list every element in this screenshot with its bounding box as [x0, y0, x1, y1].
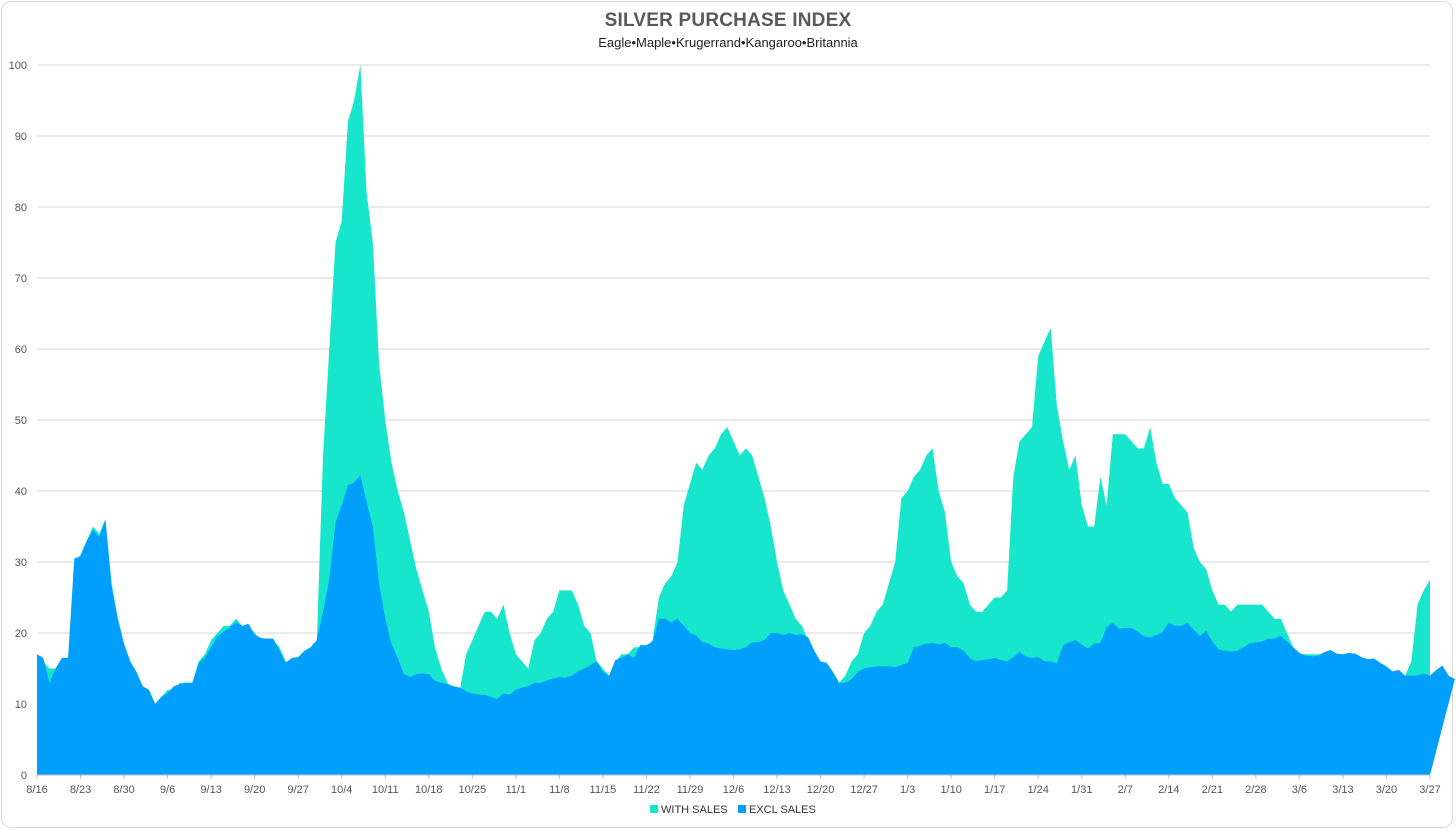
y-tick-label: 10: [15, 699, 27, 711]
x-tick-label: 2/21: [1202, 784, 1223, 796]
x-tick-label: 10/11: [372, 784, 399, 796]
x-tick-label: 1/24: [1028, 784, 1049, 796]
y-tick-label: 50: [15, 415, 27, 427]
x-tick-label: 12/20: [807, 784, 835, 796]
legend-swatch: [650, 805, 658, 813]
x-tick-label: 3/20: [1376, 784, 1397, 796]
x-tick-label: 1/10: [940, 784, 961, 796]
area-excl-sales: [37, 475, 1455, 775]
area-with-sales: [37, 65, 1430, 775]
legend: WITH SALES EXCL SALES: [650, 804, 816, 816]
y-tick-label: 90: [15, 131, 27, 143]
x-tick-label: 1/3: [900, 784, 915, 796]
x-tick-label: 2/28: [1245, 784, 1266, 796]
chart-subtitle: Eagle•Maple•Krugerrand•Kangaroo•Britanni…: [598, 35, 858, 50]
area-series: [37, 65, 1455, 775]
x-tick-label: 11/15: [590, 784, 617, 796]
legend-swatch: [738, 805, 746, 813]
x-tick-label: 8/30: [113, 784, 134, 796]
x-tick-label: 9/13: [200, 784, 221, 796]
y-tick-label: 30: [15, 557, 27, 569]
x-tick-label: 3/27: [1419, 784, 1440, 796]
y-tick-label: 0: [21, 770, 27, 782]
x-tick-label: 11/29: [677, 784, 704, 796]
x-tick-label: 9/27: [287, 784, 308, 796]
chart-title: SILVER PURCHASE INDEX: [604, 10, 852, 31]
x-tick-label: 2/14: [1158, 784, 1179, 796]
y-tick-label: 20: [15, 628, 27, 640]
x-tick-label: 3/13: [1332, 784, 1353, 796]
x-tick-label: 12/27: [850, 784, 878, 796]
x-tick-label: 3/6: [1292, 784, 1307, 796]
x-tick-label: 11/22: [633, 784, 660, 796]
y-axis: 0 10 20 30 40 50 60 70 80 90 100: [9, 60, 27, 782]
legend-label: EXCL SALES: [749, 804, 816, 816]
x-tick-label: 11/1: [506, 784, 527, 796]
y-tick-label: 80: [15, 202, 27, 214]
x-tick-label: 9/6: [160, 784, 175, 796]
x-tick-label: 2/7: [1118, 784, 1133, 796]
x-tick-label: 1/17: [984, 784, 1005, 796]
y-tick-label: 100: [9, 60, 27, 72]
x-tick-label: 1/31: [1071, 784, 1092, 796]
x-tick-label: 10/4: [331, 784, 352, 796]
y-tick-label: 70: [15, 273, 27, 285]
x-tick-label: 8/23: [70, 784, 91, 796]
x-tick-label: 11/8: [549, 784, 570, 796]
x-tick-label: 9/20: [244, 784, 265, 796]
x-tick-label: 10/25: [459, 784, 487, 796]
x-tick-label: 10/18: [415, 784, 443, 796]
y-tick-label: 60: [15, 344, 27, 356]
x-tick-label: 8/16: [26, 784, 47, 796]
x-tick-label: 12/6: [723, 784, 744, 796]
x-tick-label: 12/13: [763, 784, 791, 796]
legend-label: WITH SALES: [661, 804, 728, 816]
x-axis: 8/16 8/23 8/30 9/6 9/13 9/20 9/27 10/4 10/11 10/1…: [26, 774, 1441, 796]
y-tick-label: 40: [15, 486, 27, 498]
